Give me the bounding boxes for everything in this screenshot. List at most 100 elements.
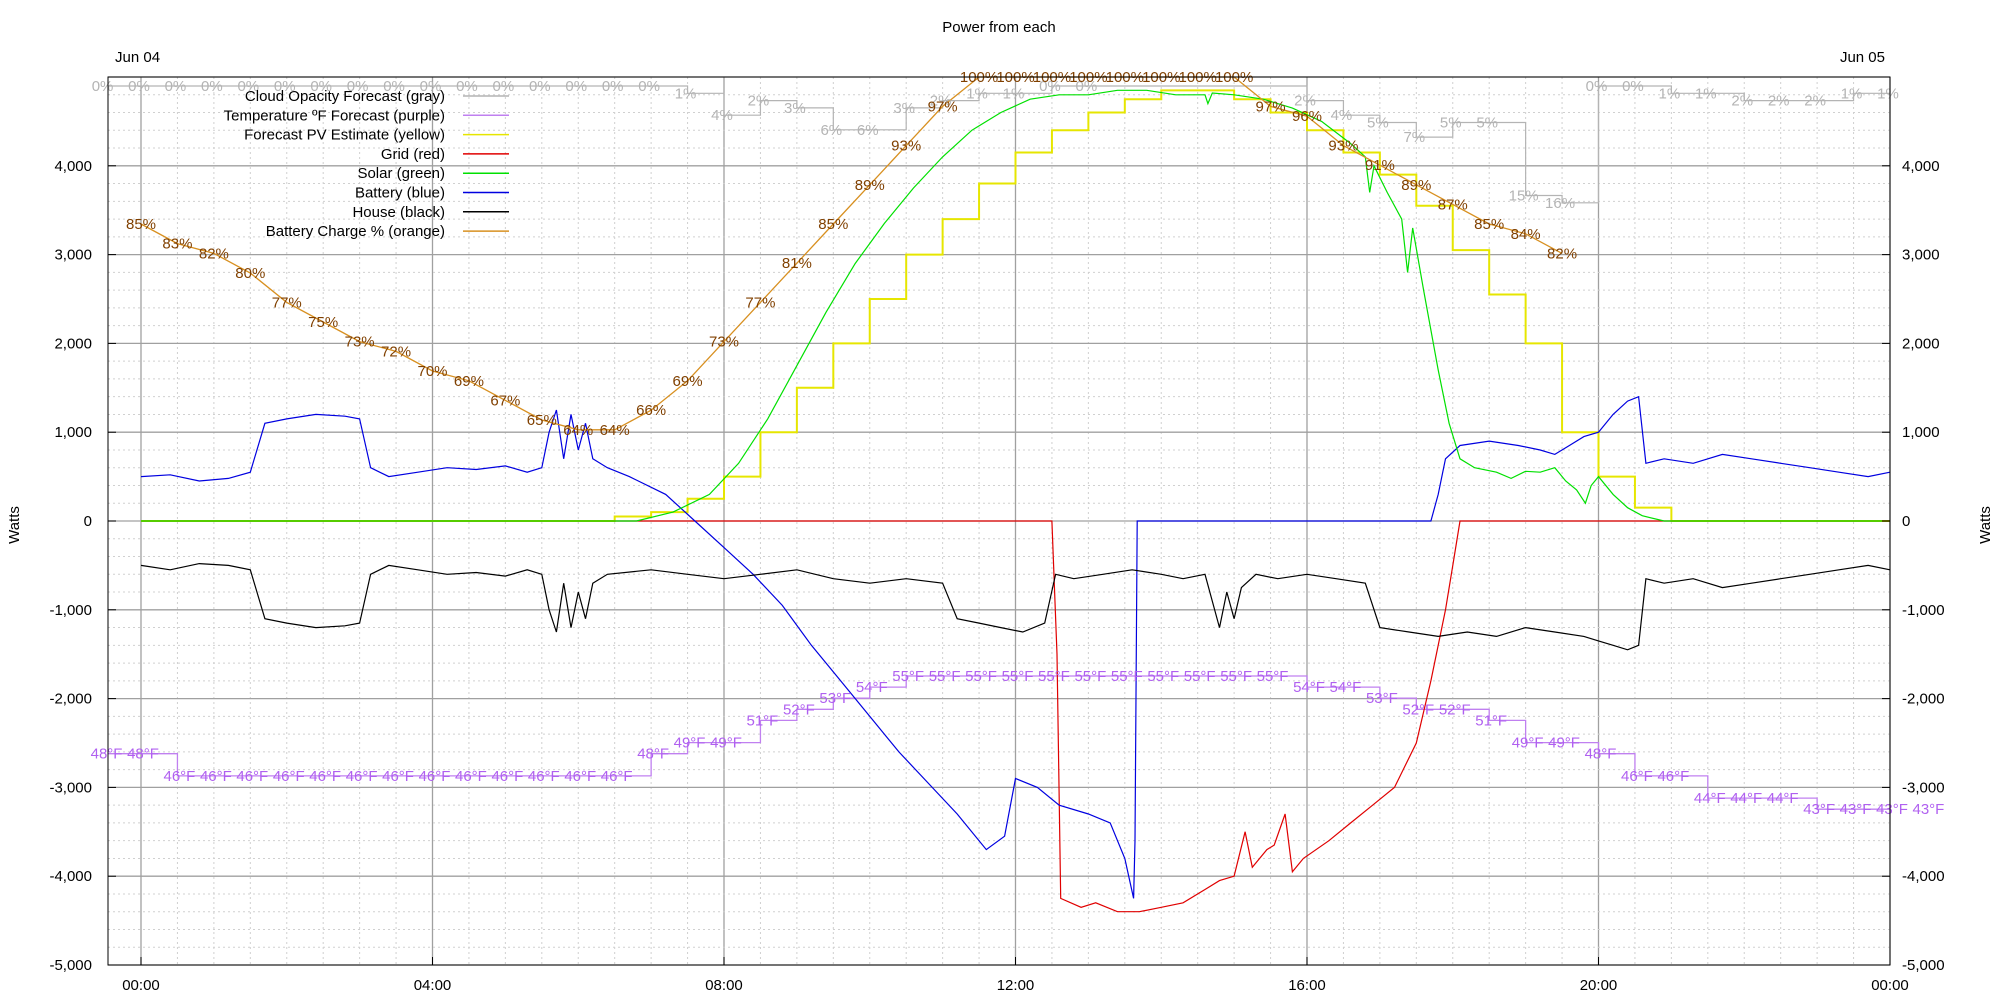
series-cloud-opacity-line [108, 85, 1890, 204]
battery-charge-label: 69% [673, 373, 703, 390]
temperature-label: 55°F [1111, 668, 1143, 685]
y-tick-label-left: -4,000 [49, 868, 92, 885]
temperature-label: 53°F [819, 690, 851, 707]
cloud-opacity-label: 2% [1294, 93, 1316, 110]
series-house-line [140, 562, 1891, 651]
y-tick-label-left: 4,000 [54, 158, 92, 175]
cloud-opacity-label: 15% [1509, 188, 1539, 205]
cloud-opacity-label: 1% [1695, 85, 1717, 102]
temperature-label: 55°F [929, 668, 961, 685]
y-tick-label-left: -3,000 [49, 779, 92, 796]
cloud-opacity-label: 0% [237, 78, 259, 95]
cloud-opacity-label: 16% [1545, 195, 1575, 212]
battery-charge-label: 89% [1401, 177, 1431, 194]
temperature-label: 43°F [1876, 801, 1908, 818]
y-tick-label-right: -2,000 [1902, 691, 1945, 708]
battery-charge-label: 73% [709, 334, 739, 351]
x-tick-label: 00:00 [122, 977, 160, 994]
temperature-label: 49°F [1512, 735, 1544, 752]
cloud-opacity-label: 2% [748, 93, 770, 110]
cloud-opacity-label: 1% [966, 85, 988, 102]
temperature-label: 46°F [419, 768, 451, 785]
label-layer: 0% 0% 0% 0% 0% 0% 0% 0% 0% 0% 0% 0% 0% 0% 0% 0% 1% 4% 2% 3%… [91, 69, 1945, 818]
battery-charge-label: 93% [1328, 138, 1358, 155]
battery-charge-label: 75% [308, 314, 338, 331]
battery-charge-label: 69% [454, 373, 484, 390]
temperature-label: 48°F [91, 746, 123, 763]
temperature-label: 49°F [1548, 735, 1580, 752]
cloud-opacity-label: 5% [1367, 115, 1389, 132]
temperature-label: 46°F [564, 768, 596, 785]
series-solar-line [141, 89, 1890, 522]
y-tick-label-left: -2,000 [49, 691, 92, 708]
y-tick-label-left: -5,000 [49, 957, 92, 974]
temperature-label: 46°F [1657, 768, 1689, 785]
cloud-opacity-label: 0% [1076, 78, 1098, 95]
legend: Cloud Opacity Forecast (gray) Temperature… [224, 88, 509, 240]
y-tick-label-left: 3,000 [54, 247, 92, 264]
series-layer [108, 76, 1891, 913]
temperature-label: 55°F [1257, 668, 1289, 685]
cloud-opacity-label: 3% [893, 100, 915, 117]
temperature-label: 46°F [309, 768, 341, 785]
cloud-opacity-label: 4% [711, 107, 733, 124]
temperature-label: 48°F [1585, 746, 1617, 763]
x-tick-label: 08:00 [705, 977, 743, 994]
battery-charge-label: 85% [126, 216, 156, 233]
battery-charge-label: 85% [818, 216, 848, 233]
legend-item-label: Forecast PV Estimate (yellow) [244, 127, 445, 144]
axis-layer: 4,000 4,000 3,000 3,000 2,000 2,000 1,000 1,000… [49, 158, 1944, 994]
legend-item-label: Grid (red) [381, 146, 445, 163]
battery-charge-label: 87% [1438, 196, 1468, 213]
temperature-label: 46°F [346, 768, 378, 785]
temperature-label: 53°F [1366, 690, 1398, 707]
cloud-opacity-label: 0% [420, 78, 442, 95]
temperature-label: 46°F [1621, 768, 1653, 785]
cloud-opacity-label: 0% [347, 78, 369, 95]
battery-charge-label: 97% [928, 98, 958, 115]
temperature-label: 55°F [1184, 668, 1216, 685]
temperature-label: 52°F [783, 701, 815, 718]
battery-charge-label: 81% [782, 255, 812, 272]
y-axis-label-right: Watts [1977, 506, 1994, 544]
cloud-opacity-label: 1% [1003, 85, 1025, 102]
date-label-end: Jun 05 [1840, 49, 1885, 66]
series-battery-charge-line [140, 76, 1563, 431]
temperature-label: 52°F [1439, 701, 1471, 718]
cloud-opacity-label: 0% [456, 78, 478, 95]
temperature-label: 46°F [236, 768, 268, 785]
temperature-label: 44°F [1767, 790, 1799, 807]
battery-charge-label: 77% [745, 294, 775, 311]
cloud-opacity-label: 0% [201, 78, 223, 95]
cloud-opacity-label: 1% [1659, 85, 1681, 102]
series-forecast-pv-line [141, 89, 1890, 522]
cloud-opacity-label: 7% [1403, 129, 1425, 146]
temperature-label: 55°F [1147, 668, 1179, 685]
battery-charge-label: 77% [272, 294, 302, 311]
temperature-label: 49°F [710, 735, 742, 752]
cloud-opacity-label: 2% [1731, 93, 1753, 110]
series-temperature-line [108, 675, 1890, 810]
battery-charge-label: 67% [490, 392, 520, 409]
battery-charge-label: 85% [1474, 216, 1504, 233]
y-tick-label-right: -1,000 [1902, 602, 1945, 619]
battery-charge-label: 64% [600, 422, 630, 439]
temperature-label: 52°F [1402, 701, 1434, 718]
temperature-label: 55°F [1002, 668, 1034, 685]
temperature-label: 51°F [1475, 712, 1507, 729]
temperature-label: 48°F [127, 746, 159, 763]
series-grid-line [141, 520, 1890, 913]
battery-charge-label: 73% [345, 334, 375, 351]
battery-charge-label: 65% [527, 412, 557, 429]
battery-charge-label: 82% [199, 245, 229, 262]
legend-item-label: Battery (blue) [355, 185, 445, 202]
x-tick-label: 16:00 [1288, 977, 1326, 994]
y-tick-label-left: 0 [84, 513, 92, 530]
temperature-label: 46°F [200, 768, 232, 785]
battery-charge-label: 84% [1511, 226, 1541, 243]
x-tick-label: 12:00 [997, 977, 1035, 994]
battery-charge-label: 80% [235, 265, 265, 282]
cloud-opacity-label: 3% [784, 100, 806, 117]
